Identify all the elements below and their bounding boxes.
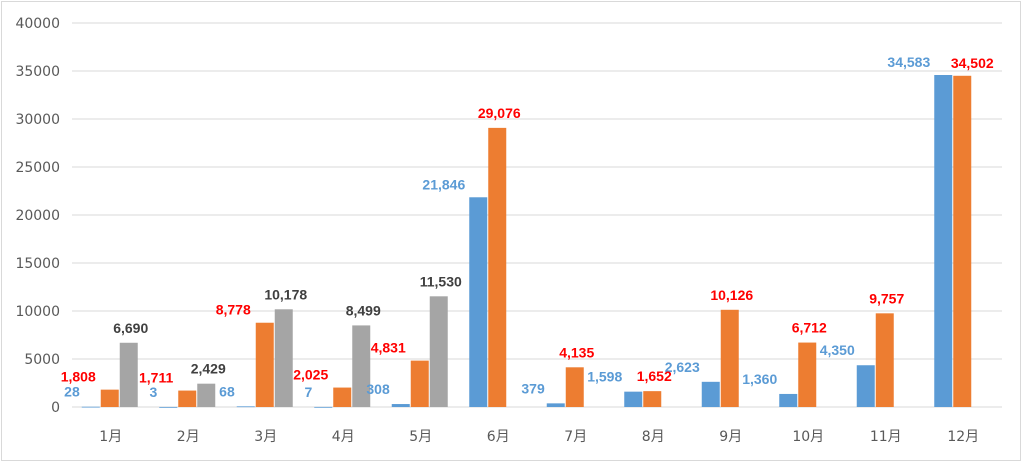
bar-series-1 — [934, 75, 953, 407]
bar-series-2 — [798, 342, 817, 407]
bar-series-1 — [236, 406, 255, 408]
data-labels: 28 3 68 7 308 21,846 379 1,598 2,623 1,360 4,350 34… — [61, 54, 994, 400]
data-label-series-2: 4,831 — [371, 340, 406, 356]
y-tick-label: 25000 — [15, 160, 60, 176]
data-label-series-1: 21,846 — [422, 176, 465, 192]
data-label-series-2: 8,778 — [216, 302, 251, 318]
y-tick-label: 40000 — [15, 16, 60, 32]
data-label-series-2: 2,025 — [293, 367, 328, 383]
bar-series-2 — [178, 390, 197, 407]
x-tick-label: 2月 — [177, 429, 200, 445]
bar-series-1 — [856, 365, 875, 407]
data-label-series-1: 4,350 — [820, 342, 855, 358]
bar-series-2 — [565, 367, 584, 407]
bar-series-2 — [720, 309, 739, 407]
x-tick-label: 5月 — [409, 429, 432, 445]
bar-series-2 — [410, 360, 429, 407]
x-tick-label: 7月 — [564, 429, 587, 445]
data-label-series-3: 2,429 — [191, 361, 226, 377]
y-tick-label: 35000 — [15, 64, 60, 80]
data-label-series-1: 68 — [219, 383, 235, 399]
y-axis: 0 5000 10000 15000 20000 25000 30000 35000 40000 — [15, 16, 60, 416]
data-label-series-1: 308 — [366, 381, 390, 397]
data-label-series-2: 29,076 — [478, 105, 521, 121]
bar-series-2 — [488, 127, 507, 408]
data-label-series-2: 1,652 — [637, 368, 672, 384]
bar-series-2 — [875, 313, 894, 407]
data-label-series-1: 3 — [149, 384, 157, 400]
bar-series-3 — [119, 342, 138, 407]
bars — [81, 75, 972, 408]
data-label-series-2: 34,502 — [951, 55, 994, 71]
bar-series-1 — [159, 406, 178, 408]
x-tick-label: 10月 — [792, 429, 824, 445]
y-tick-label: 0 — [51, 400, 60, 416]
bar-series-1 — [779, 393, 798, 407]
x-tick-label: 6月 — [487, 429, 510, 445]
bar-series-2 — [643, 391, 662, 407]
x-tick-label: 1月 — [99, 429, 122, 445]
x-tick-label: 4月 — [332, 429, 355, 445]
bar-series-3 — [352, 325, 371, 407]
data-label-series-3: 8,499 — [346, 302, 381, 318]
data-label-series-1: 28 — [64, 384, 80, 400]
data-label-series-1: 1,598 — [587, 369, 622, 385]
data-label-series-1: 2,623 — [665, 359, 700, 375]
data-label-series-1: 379 — [521, 380, 545, 396]
bar-series-3 — [274, 309, 293, 407]
bar-series-3 — [429, 296, 448, 407]
data-label-series-3: 10,178 — [264, 286, 307, 302]
y-tick-label: 20000 — [15, 208, 60, 224]
bar-series-1 — [391, 404, 410, 407]
y-tick-label: 15000 — [15, 256, 60, 272]
data-label-series-2: 10,126 — [710, 287, 753, 303]
bar-series-1 — [546, 403, 565, 407]
y-tick-label: 5000 — [24, 352, 60, 368]
bar-series-2 — [953, 75, 972, 408]
bar-series-2 — [333, 387, 352, 407]
y-tick-label: 30000 — [15, 112, 60, 128]
data-label-series-3: 6,690 — [113, 320, 148, 336]
data-label-series-1: 34,583 — [887, 54, 930, 70]
data-label-series-2: 1,711 — [139, 370, 173, 386]
y-tick-label: 10000 — [15, 304, 60, 320]
bar-series-1 — [624, 391, 643, 407]
data-label-series-1: 7 — [304, 384, 312, 400]
x-tick-label: 9月 — [719, 429, 742, 445]
x-axis: 1月 2月 3月 4月 5月 6月 7月 8月 9月 10月 11月 12月 — [99, 429, 979, 445]
bar-series-1 — [469, 197, 488, 407]
x-tick-label: 8月 — [642, 429, 665, 445]
data-label-series-3: 11,530 — [420, 273, 462, 289]
data-label-series-2: 6,712 — [792, 320, 827, 336]
data-label-series-2: 9,757 — [869, 290, 904, 306]
x-tick-label: 11月 — [870, 429, 902, 445]
bar-series-1 — [81, 406, 100, 408]
data-label-series-1: 1,360 — [742, 371, 777, 387]
bar-series-1 — [701, 381, 720, 407]
data-label-series-2: 4,135 — [559, 344, 594, 360]
data-label-series-2: 1,808 — [61, 369, 96, 385]
bar-series-2 — [100, 389, 119, 407]
bar-series-3 — [197, 383, 216, 407]
x-tick-label: 3月 — [254, 429, 277, 445]
bar-series-1 — [314, 406, 333, 408]
bar-series-2 — [255, 322, 274, 407]
gridlines — [72, 22, 1002, 408]
x-tick-label: 12月 — [947, 429, 979, 445]
